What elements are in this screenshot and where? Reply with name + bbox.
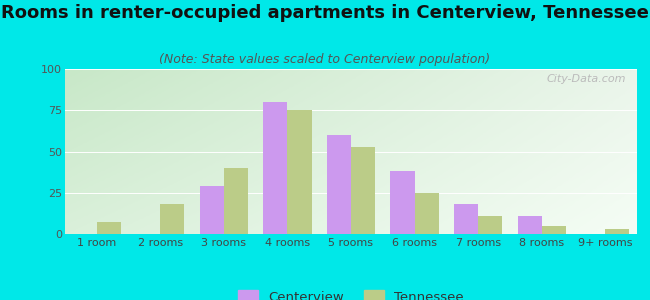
Bar [517, 216, 541, 234]
Bar [263, 102, 287, 234]
Bar [605, 229, 629, 234]
Bar [224, 168, 248, 234]
Bar [200, 186, 224, 234]
Bar [287, 110, 311, 234]
Bar [161, 204, 185, 234]
Bar [478, 216, 502, 234]
Bar [97, 223, 121, 234]
Bar [415, 193, 439, 234]
Bar [541, 226, 566, 234]
Bar [327, 135, 351, 234]
Bar [351, 147, 375, 234]
Legend: Centerview, Tennessee: Centerview, Tennessee [238, 290, 464, 300]
Text: City-Data.com: City-Data.com [546, 74, 625, 84]
Text: (Note: State values scaled to Centerview population): (Note: State values scaled to Centerview… [159, 52, 491, 65]
Text: Rooms in renter-occupied apartments in Centerview, Tennessee: Rooms in renter-occupied apartments in C… [1, 4, 649, 22]
Bar [391, 171, 415, 234]
Bar [454, 204, 478, 234]
